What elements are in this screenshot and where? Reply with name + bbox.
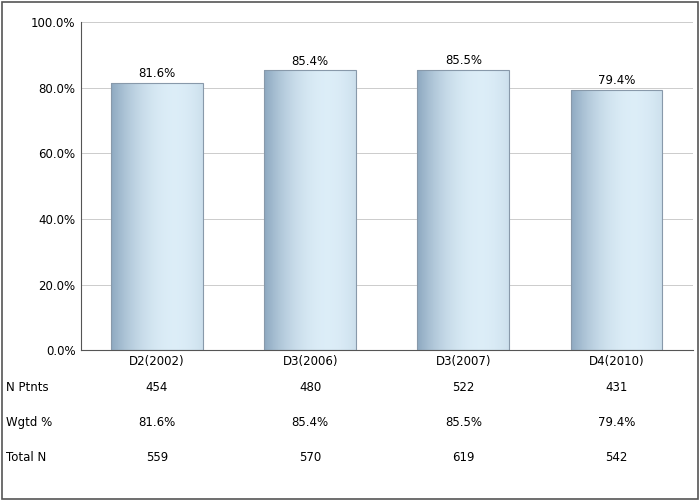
Bar bbox=[111, 83, 203, 350]
Text: 81.6%: 81.6% bbox=[139, 67, 176, 80]
Bar bbox=[265, 70, 356, 350]
Text: 522: 522 bbox=[452, 381, 475, 394]
Text: 79.4%: 79.4% bbox=[598, 74, 635, 88]
Text: 480: 480 bbox=[299, 381, 321, 394]
Text: 431: 431 bbox=[606, 381, 628, 394]
Text: N Ptnts: N Ptnts bbox=[6, 381, 48, 394]
Bar bbox=[570, 90, 662, 350]
Text: Total N: Total N bbox=[6, 451, 46, 464]
Text: 85.4%: 85.4% bbox=[292, 416, 329, 429]
Text: 570: 570 bbox=[299, 451, 321, 464]
Text: 542: 542 bbox=[606, 451, 628, 464]
Text: 85.4%: 85.4% bbox=[292, 54, 329, 68]
Text: 79.4%: 79.4% bbox=[598, 416, 635, 429]
Text: 559: 559 bbox=[146, 451, 168, 464]
Text: 85.5%: 85.5% bbox=[444, 54, 482, 68]
Text: 85.5%: 85.5% bbox=[444, 416, 482, 429]
Bar bbox=[417, 70, 510, 350]
Text: 619: 619 bbox=[452, 451, 475, 464]
Text: Wgtd %: Wgtd % bbox=[6, 416, 52, 429]
Text: 454: 454 bbox=[146, 381, 168, 394]
Text: 81.6%: 81.6% bbox=[139, 416, 176, 429]
